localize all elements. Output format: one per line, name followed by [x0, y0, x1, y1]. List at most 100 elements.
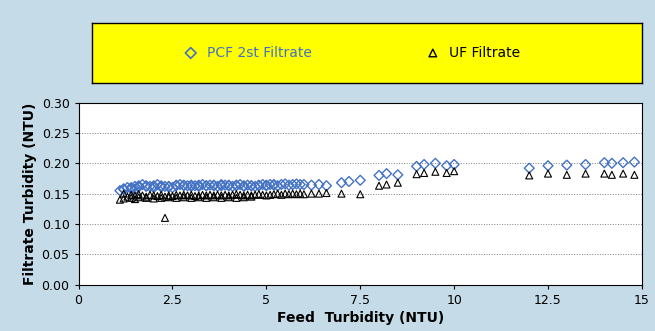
Point: [115, 188, 125, 193]
Point: [629, 172, 640, 177]
Point: [134, 192, 144, 197]
Point: [175, 193, 185, 198]
Point: [167, 193, 178, 199]
Point: [295, 191, 305, 196]
Point: [344, 179, 354, 184]
Point: [288, 191, 298, 196]
Point: [197, 192, 208, 198]
Point: [156, 195, 166, 201]
Point: [223, 193, 234, 198]
Point: [261, 183, 272, 188]
Point: [130, 184, 140, 189]
Point: [543, 171, 553, 176]
Point: [175, 182, 185, 187]
Point: [441, 163, 452, 168]
Point: [145, 184, 155, 189]
Point: [355, 192, 365, 197]
Point: [441, 170, 452, 176]
Point: [141, 194, 151, 199]
Point: [246, 194, 257, 199]
Point: [291, 181, 302, 187]
Point: [265, 182, 275, 187]
Point: [164, 184, 174, 189]
Point: [449, 168, 459, 174]
Point: [185, 50, 196, 56]
Point: [381, 171, 392, 176]
Point: [201, 183, 212, 188]
Point: [257, 192, 268, 198]
Point: [119, 196, 129, 201]
Point: [607, 161, 617, 166]
Point: [212, 192, 223, 198]
Point: [280, 181, 290, 187]
Point: [242, 182, 253, 188]
Point: [205, 192, 215, 198]
Point: [253, 192, 264, 197]
Point: [607, 172, 617, 177]
Point: [216, 182, 227, 187]
Point: [193, 182, 204, 188]
Point: [261, 193, 272, 198]
Point: [134, 184, 144, 190]
Point: [208, 183, 219, 188]
Point: [231, 192, 242, 197]
Y-axis label: Filtrate Turbidity (NTU): Filtrate Turbidity (NTU): [24, 103, 37, 285]
Point: [152, 193, 162, 199]
Point: [238, 184, 249, 189]
Point: [160, 184, 170, 189]
Point: [272, 191, 283, 196]
Point: [134, 195, 144, 200]
Point: [141, 184, 151, 189]
Point: [164, 184, 174, 190]
Point: [238, 193, 249, 198]
Point: [149, 185, 159, 190]
Point: [295, 182, 305, 187]
Point: [182, 193, 193, 198]
Point: [314, 191, 324, 196]
Text: PCF 2st Filtrate: PCF 2st Filtrate: [207, 46, 312, 60]
Point: [419, 162, 429, 167]
Point: [291, 192, 302, 197]
Point: [145, 192, 155, 198]
Point: [208, 195, 219, 200]
Point: [231, 195, 242, 201]
Point: [618, 171, 628, 176]
Point: [216, 183, 227, 188]
Point: [119, 191, 129, 196]
Point: [355, 178, 365, 183]
Point: [580, 162, 591, 167]
Point: [223, 195, 234, 200]
Point: [374, 183, 384, 188]
Point: [164, 193, 174, 198]
Point: [179, 183, 189, 188]
Point: [269, 182, 279, 188]
Point: [250, 192, 260, 198]
Point: [160, 194, 170, 199]
Point: [156, 192, 166, 198]
Point: [238, 195, 249, 200]
Point: [156, 183, 166, 188]
Point: [246, 183, 257, 188]
Point: [208, 182, 219, 188]
Point: [306, 182, 316, 188]
Point: [392, 172, 403, 177]
Point: [201, 193, 212, 198]
Point: [130, 193, 140, 198]
Point: [227, 184, 238, 189]
Point: [618, 160, 628, 165]
Point: [130, 196, 140, 202]
Point: [130, 187, 140, 192]
Point: [227, 192, 238, 198]
Point: [122, 185, 133, 190]
Point: [284, 192, 294, 197]
Text: UF Filtrate: UF Filtrate: [449, 46, 521, 60]
Point: [193, 193, 204, 198]
Point: [171, 195, 181, 201]
Point: [336, 180, 346, 185]
Point: [321, 183, 331, 188]
Point: [126, 186, 136, 191]
Point: [235, 192, 246, 198]
Point: [122, 194, 133, 199]
Point: [411, 171, 422, 177]
Point: [171, 192, 181, 198]
